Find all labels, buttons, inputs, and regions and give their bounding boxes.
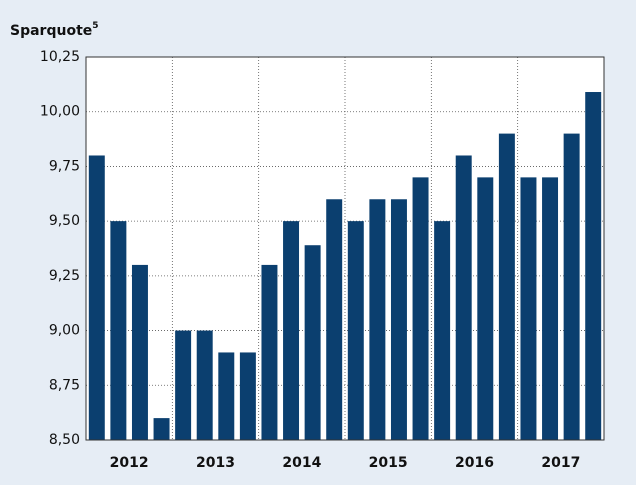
bar: [88, 155, 105, 440]
bar: [563, 133, 580, 440]
bar: [261, 264, 278, 440]
x-group-label: 2013: [196, 455, 235, 471]
chart-title: Sparquote5: [10, 21, 99, 40]
title-text: Sparquote: [10, 23, 92, 39]
plot-border: [85, 56, 605, 441]
bar: [585, 92, 602, 440]
x-group-label: 2014: [282, 455, 321, 471]
y-tick-label: 8,75: [49, 377, 80, 393]
y-tick-label: 8,50: [49, 432, 80, 448]
bar: [542, 177, 559, 440]
bar: [390, 199, 407, 440]
y-tick-label: 10,00: [40, 104, 80, 120]
y-tick-label: 9,00: [49, 323, 80, 339]
bar: [153, 418, 170, 440]
bar: [520, 177, 537, 440]
bar: [110, 221, 127, 440]
bar: [304, 245, 321, 440]
x-group-label: 2017: [541, 455, 580, 471]
y-tick-label: 9,50: [49, 213, 80, 229]
title-note: 5: [92, 21, 98, 31]
bar: [131, 264, 148, 440]
bar: [218, 352, 235, 440]
bar: [434, 221, 451, 440]
bar: [326, 199, 343, 440]
bar: [455, 155, 472, 440]
bar: [347, 221, 364, 440]
bar: [412, 177, 429, 440]
bar: [498, 133, 515, 440]
x-group-label: 2015: [369, 455, 408, 471]
y-tick-label: 9,75: [49, 158, 80, 174]
bar: [239, 352, 256, 440]
bar: [283, 221, 300, 440]
bar: [369, 199, 386, 440]
y-tick-label: 10,25: [40, 49, 80, 65]
y-tick-label: 9,25: [49, 268, 80, 284]
bar: [175, 330, 192, 440]
x-group-label: 2016: [455, 455, 494, 471]
x-group-label: 2012: [110, 455, 149, 471]
bar: [477, 177, 494, 440]
bar: [196, 330, 213, 440]
